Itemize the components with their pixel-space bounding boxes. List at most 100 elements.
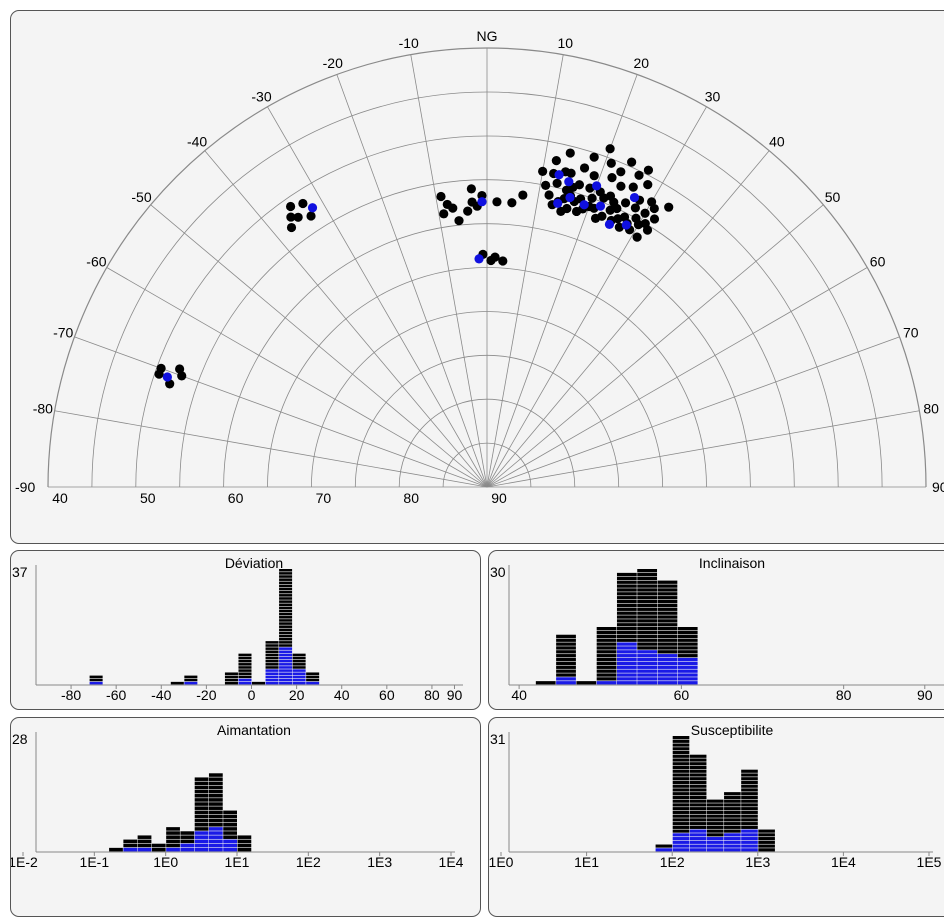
- bar-cell-blue: [637, 670, 657, 673]
- aimantation-histogram: Aimantation281E-2 1E-1 1E0 1E1 1E2 1E3 1E4: [11, 718, 481, 917]
- angle-label: 50: [825, 189, 841, 205]
- data-point-black: [507, 198, 516, 207]
- bar-cell-black: [724, 815, 741, 818]
- bar-cell-black: [658, 635, 678, 638]
- bar-cell-black: [180, 835, 194, 839]
- grid-radial-line: [268, 107, 488, 487]
- bar-cell-blue: [617, 650, 637, 653]
- bar-cell-black: [678, 639, 698, 642]
- bar-cell-black: [658, 600, 678, 603]
- bar-cell-black: [673, 762, 690, 765]
- bar-cell-black: [673, 792, 690, 795]
- bar-cell-blue: [617, 666, 637, 669]
- bar-cell-black: [637, 627, 657, 630]
- data-point-black: [566, 169, 575, 178]
- bar-cell-blue: [637, 677, 657, 680]
- bar-cell-blue: [678, 670, 698, 673]
- bar-cell-blue: [617, 654, 637, 657]
- bar-cell-black: [758, 845, 775, 848]
- grid-radial-line: [487, 205, 823, 487]
- angle-label: -80: [33, 401, 53, 417]
- angle-label: -70: [53, 325, 73, 341]
- bar-cell-black: [556, 650, 576, 653]
- bar-cell-black: [724, 826, 741, 829]
- data-point-black: [439, 209, 448, 218]
- bar-cell-black: [225, 682, 238, 685]
- bar-cell-black: [184, 676, 197, 679]
- angle-label: 70: [903, 325, 919, 341]
- bar-cell-black: [306, 679, 319, 682]
- bar-cell-blue: [707, 845, 724, 848]
- bar-cell-black: [673, 781, 690, 784]
- data-point-black: [436, 192, 445, 201]
- histogram-title: Déviation: [225, 555, 283, 571]
- bar-cell-blue: [678, 662, 698, 665]
- bar-cell-blue: [166, 848, 180, 852]
- bar-cell-black: [741, 781, 758, 784]
- bar-cell-black: [678, 642, 698, 645]
- x-tick-label: 1E4: [439, 854, 464, 870]
- bar-cell-black: [690, 818, 707, 821]
- bar-cell-black: [637, 569, 657, 572]
- bar-cell-blue: [279, 669, 292, 672]
- bar-cell-black: [238, 669, 251, 672]
- bar-cell-black: [238, 657, 251, 660]
- bar-cell-blue: [658, 677, 678, 680]
- bar-cell-black: [741, 807, 758, 810]
- data-point-black: [616, 182, 625, 191]
- bar-cell-black: [673, 811, 690, 814]
- bar-cell-black: [556, 646, 576, 649]
- bar-cell-black: [209, 819, 223, 823]
- bar-cell-black: [597, 642, 617, 645]
- bar-cell-black: [279, 607, 292, 610]
- bar-cell-blue: [678, 673, 698, 676]
- bar-cell-black: [673, 751, 690, 754]
- bar-cell-black: [238, 848, 252, 852]
- bar-cell-black: [741, 770, 758, 773]
- bar-cell-blue: [556, 681, 576, 684]
- bar-cell-blue: [279, 672, 292, 675]
- bar-cell-blue: [279, 647, 292, 650]
- bar-cell-black: [617, 581, 637, 584]
- bar-cell-black: [690, 766, 707, 769]
- bar-cell-black: [690, 785, 707, 788]
- bar-cell-black: [238, 660, 251, 663]
- x-tick-label: 40: [511, 687, 527, 703]
- bar-cell-black: [556, 673, 576, 676]
- bar-cell-black: [293, 666, 306, 669]
- bar-cell-black: [707, 826, 724, 829]
- bar-cell-black: [707, 807, 724, 810]
- bar-cell-black: [678, 654, 698, 657]
- bar-cell-blue: [138, 848, 152, 852]
- data-point-black: [154, 369, 163, 378]
- y-max-label: 37: [12, 564, 28, 580]
- bar-cell-black: [724, 803, 741, 806]
- data-point-black: [306, 211, 315, 220]
- bar-cell-blue: [658, 654, 678, 657]
- bar-cell-black: [637, 612, 657, 615]
- bar-cell-blue: [707, 837, 724, 840]
- bar-cell-blue: [293, 679, 306, 682]
- bar-cell-black: [536, 681, 556, 684]
- data-point-black: [177, 371, 186, 380]
- radial-label: 80: [403, 490, 419, 506]
- bar-cell-blue: [690, 833, 707, 836]
- bar-cell-black: [637, 646, 657, 649]
- bar-cell-blue: [724, 845, 741, 848]
- bar-cell-black: [637, 639, 657, 642]
- data-point-black: [588, 194, 597, 203]
- bar-cell-blue: [741, 830, 758, 833]
- bar-cell-black: [195, 790, 209, 794]
- bar-cell-black: [279, 629, 292, 632]
- bar-cell-black: [195, 819, 209, 823]
- x-tick-label: 1E1: [225, 854, 250, 870]
- data-point-black: [650, 204, 659, 213]
- bar-cell-blue: [184, 682, 197, 685]
- bar-cell-blue: [658, 673, 678, 676]
- bar-cell-black: [180, 831, 194, 835]
- bar-cell-blue: [266, 682, 279, 685]
- bar-cell-black: [225, 676, 238, 679]
- bar-cell-black: [673, 773, 690, 776]
- bar-cell-black: [293, 654, 306, 657]
- bar-cell-black: [741, 777, 758, 780]
